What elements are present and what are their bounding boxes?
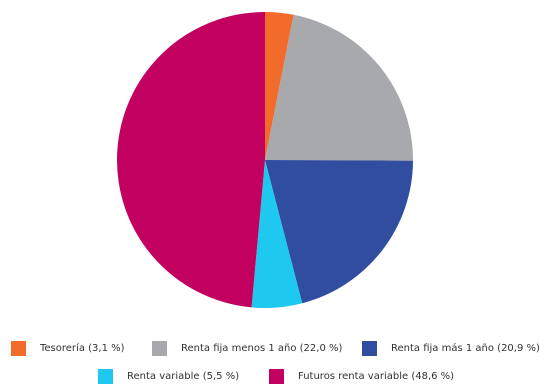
legend-swatch-renta-fija-menos-1-ano xyxy=(152,340,167,356)
legend-swatch-tesoreria xyxy=(11,340,26,356)
pie-slice-renta-fija-mas-1-ano xyxy=(265,160,413,304)
legend-swatch-futuros-renta-variable xyxy=(269,368,284,384)
legend-item-renta-fija-menos-1-ano: Renta fija menos 1 año (22,0 %) xyxy=(152,338,342,358)
legend-item-renta-fija-mas-1-ano: Renta fija más 1 año (20,9 %) xyxy=(362,338,540,358)
legend-row-1: Tesorería (3,1 %) Renta fija menos 1 año… xyxy=(0,338,540,358)
legend-item-renta-variable: Renta variable (5,5 %) xyxy=(98,366,239,386)
pie-slice-futuros-renta-variable xyxy=(117,12,265,308)
legend-label-renta-variable: Renta variable (5,5 %) xyxy=(127,370,240,382)
legend-swatch-renta-variable xyxy=(98,368,113,384)
legend-swatch-renta-fija-mas-1-ano xyxy=(362,340,377,356)
legend-row-2: Renta variable (5,5 %) Futuros renta var… xyxy=(0,366,540,386)
pie-slice-tesoreria xyxy=(265,12,294,160)
legend-label-futuros-renta-variable: Futuros renta variable (48,6 %) xyxy=(298,370,455,382)
pie-plot xyxy=(117,12,413,308)
pie-slice-renta-variable xyxy=(251,160,303,308)
legend-label-renta-fija-menos-1-ano: Renta fija menos 1 año (22,0 %) xyxy=(181,342,343,354)
legend-label-tesoreria: Tesorería (3,1 %) xyxy=(40,342,125,354)
legend-label-renta-fija-mas-1-ano: Renta fija más 1 año (20,9 %) xyxy=(391,342,540,354)
legend-item-tesoreria: Tesorería (3,1 %) xyxy=(11,338,125,358)
pie-slice-renta-fija-menos-1-ano xyxy=(265,14,413,161)
legend-item-futuros-renta-variable: Futuros renta variable (48,6 %) xyxy=(269,366,454,386)
